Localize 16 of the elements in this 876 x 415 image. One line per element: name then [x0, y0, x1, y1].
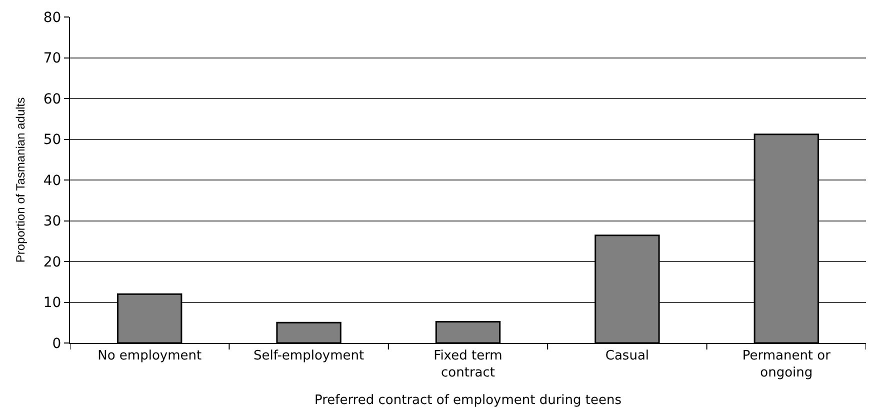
x-tick-label: Fixed term contract	[434, 348, 502, 380]
y-tick-label: 40	[43, 172, 62, 189]
y-tick-label: 80	[43, 10, 62, 26]
y-tick-label: 30	[43, 214, 62, 230]
x-tick-label: No employment	[98, 348, 202, 364]
x-tick-label: Casual	[605, 348, 650, 364]
y-tick-label: 50	[43, 132, 62, 148]
x-tick-label: Self-employment	[254, 348, 364, 364]
y-tick-label: 0	[52, 336, 62, 352]
y-tick-label: 60	[43, 91, 62, 108]
y-axis-title: Proportion of Tasmanian adults	[14, 97, 28, 263]
y-tick-label: 10	[43, 295, 62, 312]
y-tick-label: 70	[43, 50, 62, 67]
y-tick-label: 20	[43, 254, 62, 270]
x-axis-title: Preferred contract of employment during teens	[314, 393, 622, 408]
x-tick-label: Permanent or ongoing	[742, 348, 832, 380]
